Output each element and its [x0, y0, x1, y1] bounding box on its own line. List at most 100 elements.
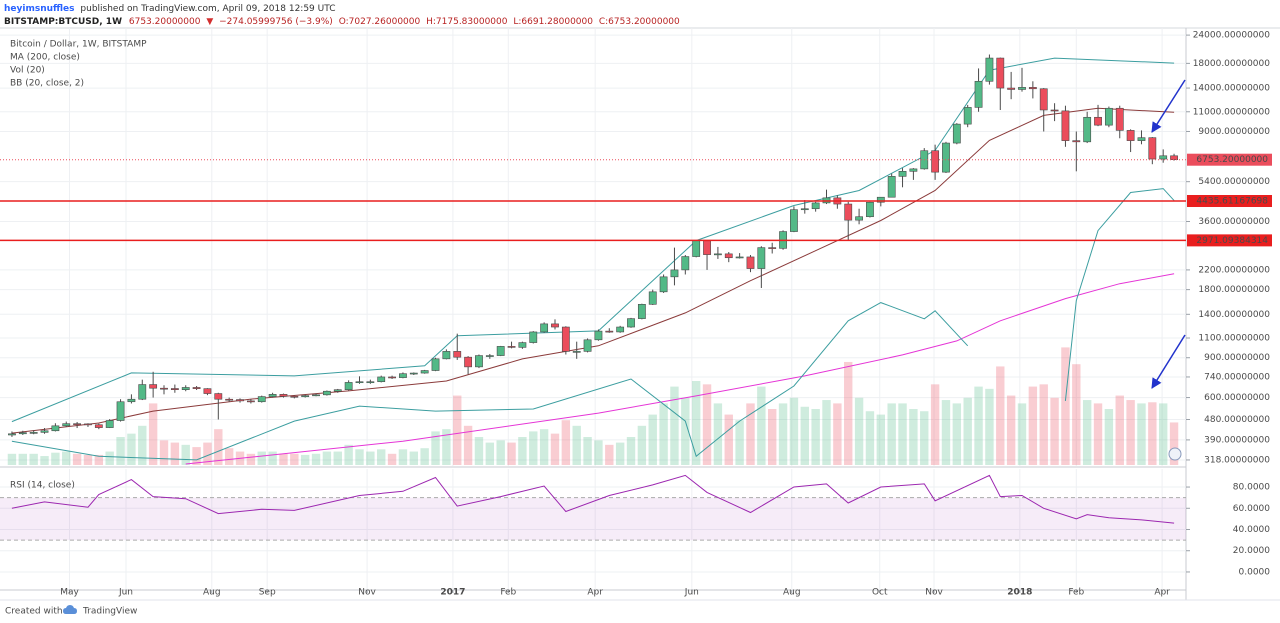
- volume-bar: [844, 361, 853, 465]
- volume-bar: [1148, 402, 1157, 465]
- volume-bar: [811, 409, 820, 465]
- volume-bar: [648, 414, 657, 465]
- x-tick-label: 2017: [440, 588, 465, 598]
- volume-bar: [789, 397, 799, 465]
- volume-bar: [344, 444, 353, 465]
- indicator-label: Vol (20): [10, 66, 45, 76]
- volume-bar: [518, 437, 527, 465]
- x-tick-label: May: [60, 588, 79, 598]
- volume-bar: [941, 400, 951, 465]
- indicator-label: MA (200, close): [10, 53, 80, 63]
- indicator-label: BB (20, close, 2): [10, 79, 84, 89]
- volume-bar: [268, 451, 277, 465]
- volume-bar: [778, 403, 788, 465]
- candle-body: [855, 216, 863, 221]
- volume-bar: [474, 437, 484, 465]
- candle-body: [572, 351, 581, 353]
- candle-body: [996, 57, 1005, 89]
- candle-body: [746, 256, 755, 269]
- candle-body: [8, 433, 16, 436]
- author[interactable]: heyimsnuffles: [4, 4, 75, 14]
- candle-body: [333, 389, 342, 392]
- level-label: 2971.09384314: [1196, 236, 1268, 246]
- candle-body: [540, 323, 549, 333]
- candle-body: [659, 276, 668, 293]
- annotation-arrow: [1151, 334, 1186, 389]
- volume-bar: [691, 381, 701, 465]
- candle-body: [105, 420, 114, 428]
- y-tick-label: 80.0000: [1233, 483, 1270, 493]
- volume-bar: [746, 403, 755, 465]
- volume-bar: [83, 454, 93, 465]
- volume-bar: [1093, 403, 1103, 465]
- candle-body: [225, 398, 234, 401]
- volume-bar: [605, 444, 614, 465]
- x-tick-label: Jun: [684, 588, 699, 598]
- header-line-1: heyimsnuffles published on TradingView.c…: [4, 4, 335, 14]
- candle-body: [236, 399, 244, 402]
- volume-bar: [854, 397, 864, 465]
- y-tick-label: 60.0000: [1233, 504, 1270, 514]
- volume-bar: [192, 447, 201, 465]
- y-tick-label: 20.0000: [1233, 546, 1270, 556]
- volume-bar: [1169, 422, 1179, 465]
- candle-body: [844, 203, 853, 221]
- footer-text: Created with: [5, 607, 63, 617]
- volume-bar: [40, 456, 49, 465]
- volume-bar: [507, 442, 516, 465]
- y-tick-label: 11000.00000000: [1193, 107, 1271, 117]
- x-tick-label: Sep: [259, 588, 276, 598]
- candle-body: [475, 355, 483, 368]
- ohlc-low: L:6691.28000000: [513, 17, 593, 27]
- volume-bar: [420, 448, 429, 465]
- candle-body: [963, 107, 972, 125]
- candle-body: [149, 384, 158, 389]
- candle-body: [681, 256, 690, 271]
- volume-bar: [257, 451, 266, 465]
- candle-body: [1007, 87, 1016, 90]
- x-tick-label: Apr: [1154, 588, 1170, 598]
- volume-bar: [442, 429, 451, 465]
- arrow: ▼: [206, 17, 213, 27]
- volume-bar: [246, 453, 256, 465]
- candle-body: [724, 253, 733, 259]
- volume-bar: [1050, 397, 1059, 465]
- volume-bar: [561, 420, 571, 465]
- candle-body: [73, 423, 82, 425]
- candle-body: [18, 432, 27, 435]
- volume-bar: [1137, 403, 1146, 465]
- candle-body: [268, 394, 277, 397]
- x-tick-label: Aug: [783, 588, 801, 598]
- candle-body: [40, 430, 49, 433]
- candle-body: [616, 326, 625, 333]
- chart-layer: 24000.00000000 18000.00000000 14000.000000…: [0, 28, 1272, 598]
- volume-bar: [116, 437, 125, 465]
- volume-bar: [485, 442, 495, 465]
- volume-bar: [768, 409, 777, 465]
- candle-body: [1170, 155, 1178, 160]
- x-tick-label: Nov: [358, 588, 376, 598]
- candle-body: [1061, 110, 1070, 141]
- line: [185, 273, 1175, 465]
- volume-bar: [72, 453, 82, 465]
- y-tick-label: 740.00000000: [1204, 372, 1270, 382]
- rsi-band: [0, 497, 1186, 541]
- volume-bar: [224, 448, 234, 465]
- x-tick-label: Feb: [500, 588, 516, 598]
- candle-body: [1072, 140, 1081, 143]
- footer-brand[interactable]: TradingView: [82, 607, 137, 617]
- y-tick-label: 1800.00000000: [1198, 285, 1270, 295]
- volume-bar: [735, 420, 744, 465]
- candle-body: [768, 247, 777, 249]
- volume-bar: [1006, 395, 1016, 465]
- candle-body: [409, 372, 418, 375]
- x-tick-label: Jun: [118, 588, 133, 598]
- candle-body: [692, 240, 701, 257]
- y-tick-label: 900.00000000: [1204, 353, 1270, 363]
- candle-body: [366, 381, 375, 384]
- volume-bar: [333, 451, 342, 465]
- volume-bar: [833, 403, 842, 465]
- y-tick-label: 0.0000: [1239, 567, 1271, 577]
- events-icon[interactable]: [1168, 447, 1182, 461]
